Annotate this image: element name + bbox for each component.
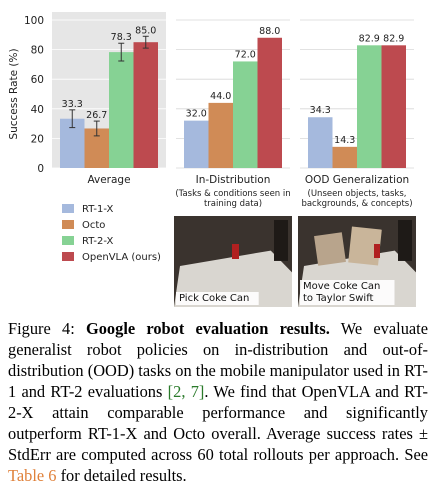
bar-chart: 0 20 40 60 80 100 Success Rate (%) 33.326.7 78.3… (8, 12, 414, 209)
bar-rt-2-x-1 (233, 61, 258, 168)
category-note: (Tasks & conditions seen in (175, 189, 290, 199)
photo-label-background (300, 280, 395, 305)
data-label: 14.3 (334, 135, 355, 146)
photo-label: Move Coke Can (303, 281, 380, 292)
caption-text-2: . We find that OpenVLA and RT-2-X attain… (8, 382, 428, 464)
coke-can-icon (374, 244, 380, 258)
legend-swatch (62, 236, 74, 245)
bar-openvla-ours--2 (381, 45, 406, 168)
data-label: 78.3 (111, 32, 132, 43)
table-6-link[interactable]: Table 6 (8, 466, 57, 485)
legend-entry: OpenVLA (ours) (82, 252, 161, 263)
legend: RT-1-X Octo RT-2-X OpenVLA (ours) (62, 204, 161, 263)
caption-text-1: We evaluate generalist robot policies on… (8, 319, 428, 401)
legend-swatch (62, 252, 74, 261)
photo-label: Pick Coke Can (179, 293, 249, 304)
citation-2-link[interactable]: 2 (173, 382, 182, 401)
citation-close: ] (198, 382, 205, 401)
coke-can-icon (232, 244, 239, 259)
photo-coke-can-on-table: Pick Coke Can (174, 216, 292, 307)
legend-entry: RT-2-X (82, 236, 113, 247)
bar-openvla-ours--0 (133, 42, 158, 169)
figure-caption: Figure 4: Google robot evaluation result… (8, 318, 428, 486)
y-tick-label: 80 (31, 45, 44, 57)
data-label: 82.9 (383, 33, 404, 44)
y-tick-label: 60 (31, 74, 44, 86)
category-note: backgrounds, & concepts) (301, 199, 412, 209)
legend-entry: RT-1-X (82, 204, 113, 215)
bar-rt-1-x-2 (308, 117, 333, 168)
bar-rt-1-x-1 (184, 120, 209, 168)
photo-label-background (176, 292, 259, 305)
y-tick-label: 0 (37, 163, 44, 175)
photo-label: to Taylor Swift (303, 293, 374, 304)
caption-title: Google robot evaluation results. (85, 319, 330, 338)
caption-text-3: for detailed results. (60, 466, 187, 485)
data-label: 88.0 (259, 26, 280, 37)
caption-citation[interactable]: [2, 7] (168, 382, 205, 401)
category-note: (Unseen objects, tasks, (308, 189, 407, 199)
bar-rt-2-x-2 (357, 45, 382, 168)
photo-print (348, 226, 382, 266)
caption-figure-number: Figure 4: (8, 319, 75, 338)
data-label: 26.7 (86, 110, 107, 121)
y-axis-label: Success Rate (%) (8, 48, 20, 139)
bar-octo-1 (208, 102, 233, 168)
citation-separator: , (181, 382, 191, 401)
bar-rt-2-x-0 (109, 52, 134, 169)
data-label: 82.9 (359, 33, 380, 44)
category-label: In-Distribution (196, 174, 271, 186)
figure-canvas: 0 20 40 60 80 100 Success Rate (%) 33.326.7 78.3… (8, 12, 416, 307)
y-tick-label: 40 (31, 104, 44, 116)
bar-octo-2 (332, 146, 357, 168)
data-label: 85.0 (135, 25, 156, 36)
data-label: 33.3 (62, 99, 83, 110)
citation-open: [ (167, 382, 174, 401)
bar-openvla-ours--1 (257, 37, 282, 169)
robot-arm (274, 220, 288, 261)
robot-arm (398, 220, 412, 261)
category-note: training data) (204, 199, 262, 209)
legend-entry: Octo (82, 220, 105, 231)
data-label: 44.0 (210, 91, 231, 102)
category-label: Average (87, 174, 130, 186)
category-label: OOD Generalization (305, 174, 409, 186)
legend-swatch (62, 220, 74, 229)
y-tick-label: 20 (31, 133, 44, 145)
data-label: 72.0 (235, 49, 256, 60)
citation-7-link[interactable]: 7 (190, 382, 199, 401)
data-label: 34.3 (310, 105, 331, 116)
legend-swatch (62, 204, 74, 213)
photo-print (314, 232, 346, 266)
y-tick-label: 100 (24, 15, 44, 27)
data-label: 32.0 (186, 109, 207, 120)
